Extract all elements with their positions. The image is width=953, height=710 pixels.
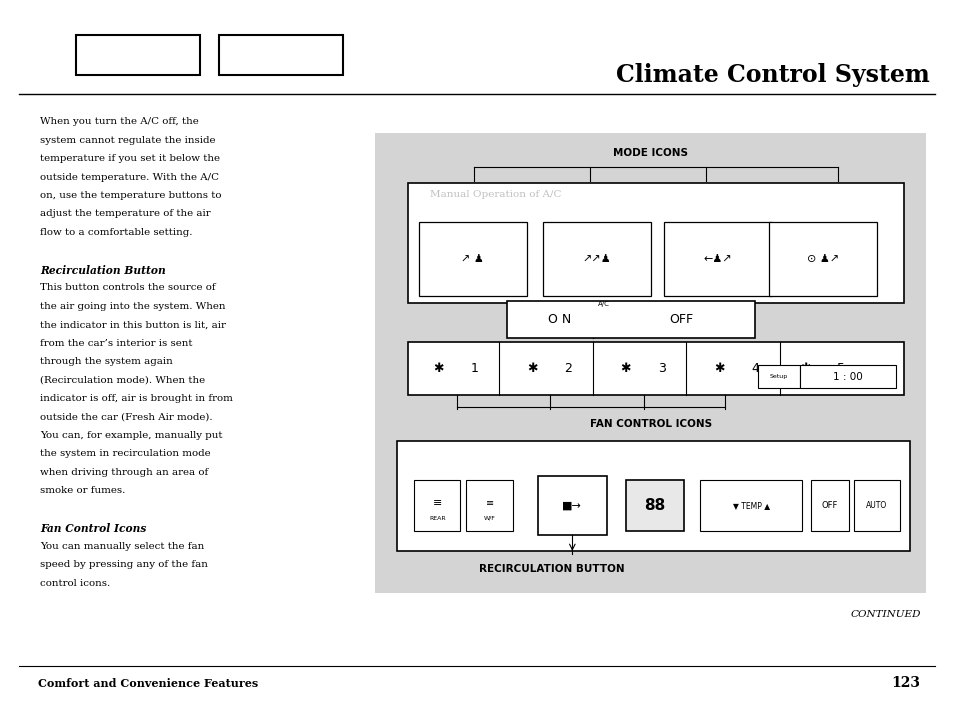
Text: OFF: OFF <box>668 312 692 326</box>
Text: smoke or fumes.: smoke or fumes. <box>40 486 125 496</box>
Text: AUTO: AUTO <box>865 501 886 510</box>
Text: ←♟↗: ←♟↗ <box>703 254 732 264</box>
Text: adjust the temperature of the air: adjust the temperature of the air <box>40 209 211 219</box>
Text: ✱: ✱ <box>526 362 537 375</box>
Text: ≡: ≡ <box>432 498 441 508</box>
Bar <box>799 365 895 388</box>
Text: the indicator in this button is lit, air: the indicator in this button is lit, air <box>40 320 226 329</box>
Text: Recirculation Button: Recirculation Button <box>40 265 166 275</box>
Text: This button controls the source of: This button controls the source of <box>40 283 215 293</box>
Text: 5: 5 <box>836 362 844 375</box>
Text: ✱: ✱ <box>433 362 443 375</box>
Bar <box>418 222 526 296</box>
Text: When you turn the A/C off, the: When you turn the A/C off, the <box>40 117 198 126</box>
Bar <box>758 365 799 388</box>
Text: the air going into the system. When: the air going into the system. When <box>40 302 225 311</box>
Bar <box>219 36 343 75</box>
Text: ⊙ ♟↗: ⊙ ♟↗ <box>806 254 839 264</box>
Text: 3: 3 <box>657 362 665 375</box>
Bar <box>375 133 925 593</box>
Text: flow to a comfortable setting.: flow to a comfortable setting. <box>40 228 193 237</box>
Bar <box>76 36 200 75</box>
Bar <box>700 480 801 531</box>
Text: You can, for example, manually put: You can, for example, manually put <box>40 431 222 440</box>
Text: 4: 4 <box>751 362 759 375</box>
Text: indicator is off, air is brought in from: indicator is off, air is brought in from <box>40 394 233 403</box>
Bar <box>408 183 903 303</box>
Bar <box>465 480 512 531</box>
Text: control icons.: control icons. <box>40 579 111 588</box>
Text: ✱: ✱ <box>799 362 809 375</box>
Bar <box>625 480 683 531</box>
Text: 2: 2 <box>563 362 571 375</box>
Text: temperature if you set it below the: temperature if you set it below the <box>40 154 220 163</box>
Text: speed by pressing any of the fan: speed by pressing any of the fan <box>40 560 208 569</box>
Bar <box>810 480 848 531</box>
Text: MODE ICONS: MODE ICONS <box>613 148 687 158</box>
Bar <box>408 342 903 395</box>
Bar <box>768 222 876 296</box>
Text: Setup: Setup <box>769 374 787 379</box>
Text: Comfort and Convenience Features: Comfort and Convenience Features <box>38 677 258 689</box>
Text: when driving through an area of: when driving through an area of <box>40 468 208 477</box>
Text: ▼ TEMP ▲: ▼ TEMP ▲ <box>732 501 769 510</box>
Text: FAN CONTROL ICONS: FAN CONTROL ICONS <box>589 418 711 429</box>
Text: ✱: ✱ <box>714 362 724 375</box>
Text: O N: O N <box>547 312 571 326</box>
Text: through the system again: through the system again <box>40 357 172 366</box>
Text: 88: 88 <box>643 498 665 513</box>
Bar <box>413 480 460 531</box>
Text: CONTINUED: CONTINUED <box>849 610 920 618</box>
Text: outside temperature. With the A/C: outside temperature. With the A/C <box>40 173 219 182</box>
Text: ↗↗♟: ↗↗♟ <box>582 254 611 264</box>
Text: from the car’s interior is sent: from the car’s interior is sent <box>40 339 193 348</box>
Text: on, use the temperature buttons to: on, use the temperature buttons to <box>40 191 221 200</box>
Text: 1: 1 <box>470 362 477 375</box>
Text: A/C: A/C <box>598 301 609 307</box>
Text: Fan Control Icons: Fan Control Icons <box>40 523 147 534</box>
Bar <box>663 222 771 296</box>
Text: ≡: ≡ <box>485 498 493 508</box>
Text: ■→: ■→ <box>562 501 581 510</box>
Text: outside the car (Fresh Air mode).: outside the car (Fresh Air mode). <box>40 413 213 422</box>
Bar <box>507 301 755 337</box>
Bar <box>853 480 900 531</box>
Text: You can manually select the fan: You can manually select the fan <box>40 542 204 551</box>
Text: system cannot regulate the inside: system cannot regulate the inside <box>40 136 215 145</box>
Text: ↗ ♟: ↗ ♟ <box>461 254 484 264</box>
Bar <box>537 476 606 535</box>
Text: the system in recirculation mode: the system in recirculation mode <box>40 449 211 459</box>
Bar <box>396 441 909 552</box>
Text: 123: 123 <box>891 676 920 690</box>
Text: W/F: W/F <box>483 516 495 521</box>
Text: REAR: REAR <box>429 516 445 521</box>
Text: 1 : 00: 1 : 00 <box>832 371 862 381</box>
Text: RECIRCULATION BUTTON: RECIRCULATION BUTTON <box>478 564 623 574</box>
Text: Manual Operation of A/C: Manual Operation of A/C <box>430 190 561 200</box>
Text: OFF: OFF <box>821 501 837 510</box>
Bar <box>542 222 650 296</box>
Text: Climate Control System: Climate Control System <box>616 62 929 87</box>
Text: (Recirculation mode). When the: (Recirculation mode). When the <box>40 376 205 385</box>
Text: ✱: ✱ <box>619 362 630 375</box>
